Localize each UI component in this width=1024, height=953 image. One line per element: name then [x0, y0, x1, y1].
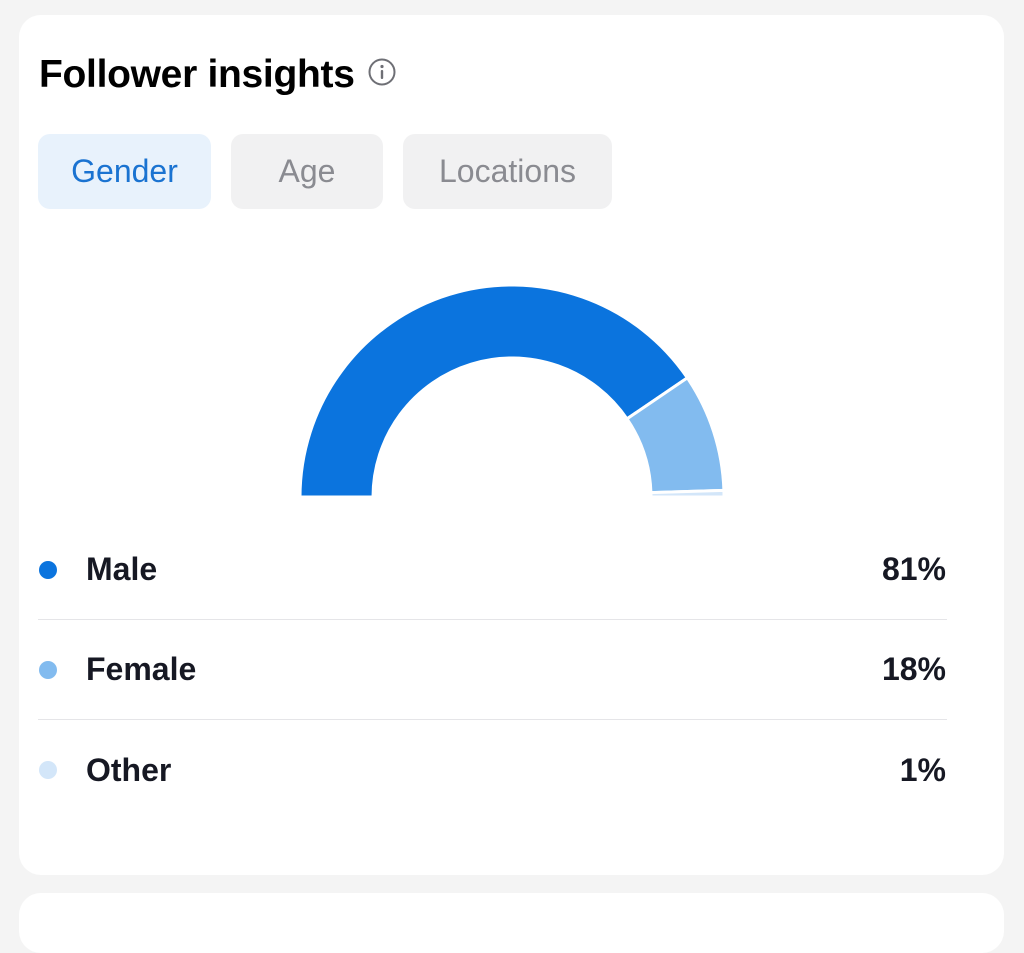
info-icon[interactable] [367, 57, 397, 87]
tab-locations[interactable]: Locations [403, 134, 612, 209]
legend-label-other: Other [86, 751, 172, 788]
legend-value-female: 18% [881, 651, 946, 687]
legend-dot-other [39, 761, 57, 779]
tab-gender[interactable]: Gender [38, 134, 211, 209]
tab-locations-label: Locations [439, 153, 576, 189]
card-title: Follower insights [39, 53, 355, 96]
tab-age[interactable]: Age [231, 134, 383, 209]
card-header: Follower insights [39, 50, 397, 100]
legend-row-female: Female 18% [38, 620, 947, 720]
legend-value-other: 1% [899, 751, 946, 788]
chart-slice-male [298, 283, 689, 499]
tab-gender-label: Gender [71, 153, 178, 189]
insight-tabs: Gender Age Locations [38, 134, 612, 209]
legend-row-male: Male 81% [38, 520, 947, 620]
chart-slice-other [649, 488, 726, 499]
legend-label-female: Female [86, 651, 197, 687]
gender-legend: Male 81% Female 18% Other 1% [38, 520, 947, 820]
legend-dot-female [39, 660, 57, 679]
legend-dot-male [39, 560, 57, 579]
legend-label-male: Male [86, 551, 158, 587]
gender-semi-donut-chart [298, 283, 726, 499]
tab-age-label: Age [278, 153, 336, 189]
legend-row-other: Other 1% [38, 720, 947, 820]
legend-value-male: 81% [881, 551, 946, 587]
